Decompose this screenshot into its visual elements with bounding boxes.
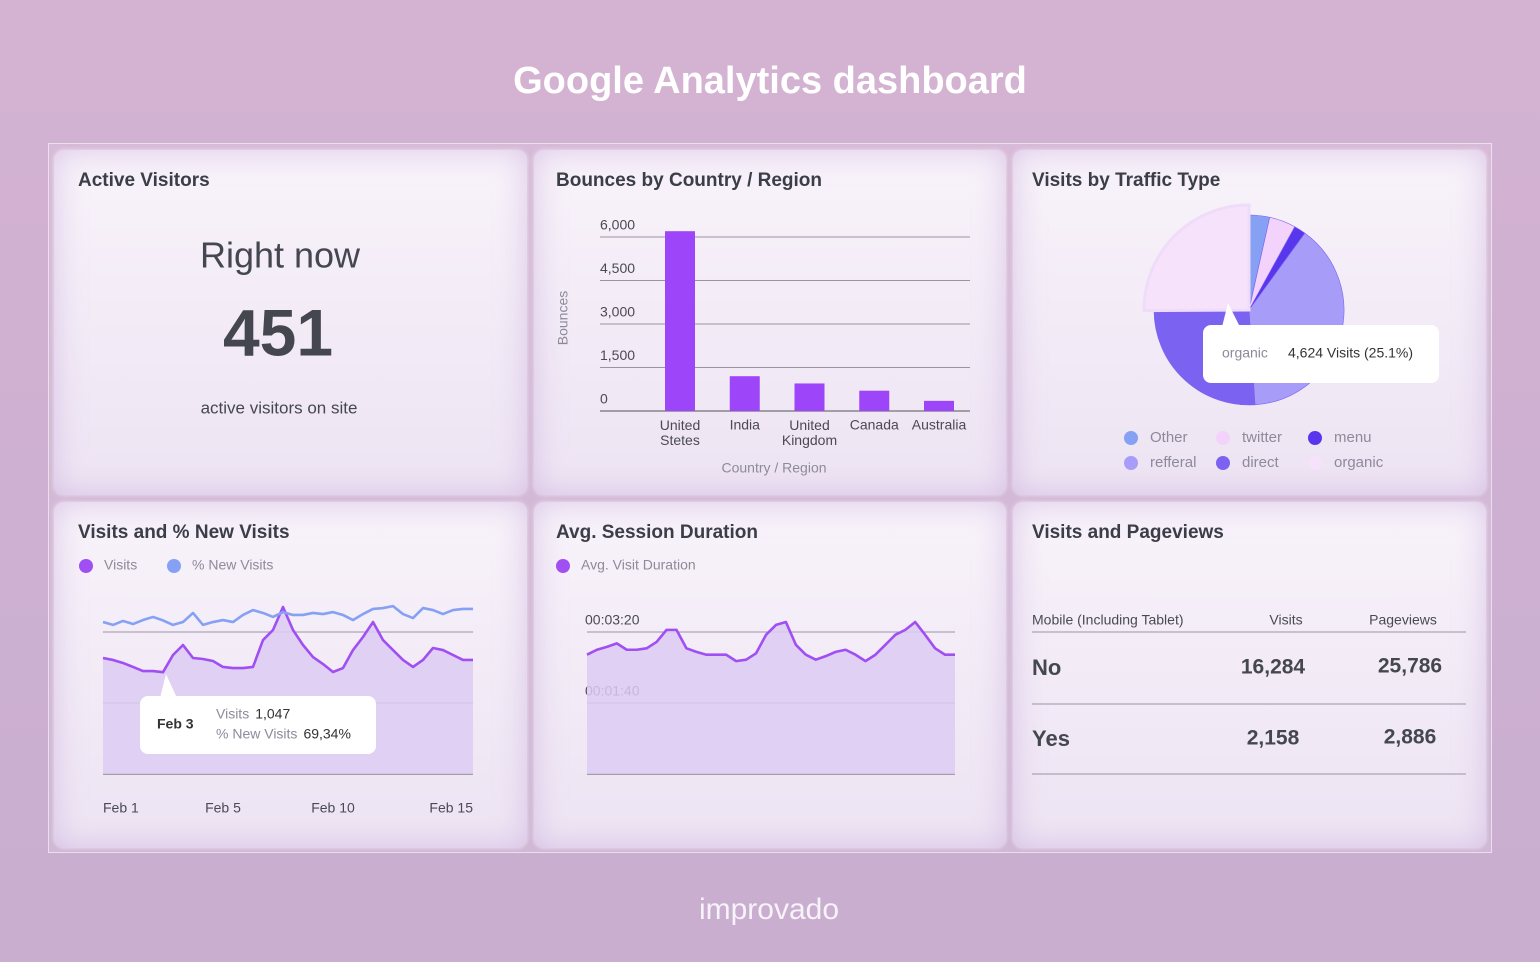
x-tick-label: Feb 10 [311,800,355,816]
big-number: 451 [223,295,333,369]
tooltip-date: Feb 3 [157,716,194,732]
y-axis-label: Bounces [555,291,571,345]
table-cell: 2,158 [1247,727,1300,750]
x-tick-label: Feb 15 [429,800,473,816]
legend-marker [1124,456,1138,470]
table-header: Mobile (Including Tablet) [1032,612,1184,628]
pie-slice [1142,203,1251,313]
bar [665,231,695,411]
legend-label: refferal [1150,454,1196,471]
card [54,150,527,495]
card-title: Visits and Pageviews [1032,522,1224,543]
tooltip-value: 69,34% [303,726,350,742]
bar [924,400,954,411]
legend-marker [1308,456,1322,470]
card [1013,502,1486,848]
heading: Right now [200,235,361,276]
legend-label: menu [1334,429,1372,446]
legend-label: Other [1150,429,1188,446]
caption: active visitors on site [201,398,358,417]
legend-marker [1216,456,1230,470]
tooltip-label: Visits [216,706,249,722]
legend-label: Visits [104,557,137,573]
y-tick-label: 1,500 [600,347,635,363]
legend-label: organic [1334,454,1384,471]
tooltip-label: organic [1222,345,1268,361]
x-tick-label: India [730,417,761,433]
tooltip-pointer [1222,303,1240,327]
card [534,150,1006,495]
bar [794,383,825,411]
card-title: Active Visitors [78,170,210,191]
tooltip-pointer [160,674,177,698]
tooltip-box [140,696,376,754]
table-header: Visits [1269,612,1302,628]
legend-marker [167,559,181,573]
x-tick-label: Feb 5 [205,800,241,816]
x-tick-label: Canada [850,417,899,433]
legend-label: direct [1242,454,1280,471]
tooltip-label: % New Visits [216,726,297,742]
line [586,620,955,663]
y-tick-label: 0 [600,391,608,407]
card-title: Visits by Traffic Type [1032,170,1220,191]
card-title: Avg. Session Duration [556,522,758,543]
tooltip-box [1203,325,1439,383]
legend-marker [1308,431,1322,445]
table-cell: 25,786 [1378,655,1442,678]
line [102,604,473,627]
table-cell: Yes [1032,726,1070,751]
page-title: Google Analytics dashboard [513,60,1027,102]
legend-label: twitter [1242,429,1282,446]
table-cell: 2,886 [1384,726,1437,749]
x-axis-label: Country / Region [721,460,826,476]
x-tick-label: Australia [912,417,967,433]
legend-marker [1124,431,1138,445]
y-tick-label: 3,000 [600,304,635,320]
table-cell: No [1032,655,1061,680]
legend-marker [1216,431,1230,445]
x-tick-label: United Stetes [660,417,700,448]
y-tick-label: 4,500 [600,260,635,276]
y-tick-label: 00:03:20 [585,612,640,628]
legend-marker [79,559,93,573]
table-cell: 16,284 [1241,656,1306,679]
footer-logo: improvado [699,893,839,926]
area [587,622,955,774]
card-title: Visits and % New Visits [78,522,290,543]
line [102,605,473,674]
bar [859,390,890,411]
legend-label: Avg. Visit Duration [581,557,696,573]
y-tick-label: 6,000 [600,217,635,233]
bar [729,376,760,411]
tooltip-value: 1,047 [255,706,290,722]
tooltip-text: 4,624 Visits (25.1%) [1288,345,1413,361]
x-tick-label: United Kingdom [782,417,837,448]
legend-marker [556,559,570,573]
legend-label: % New Visits [192,557,273,573]
x-tick-label: Feb 1 [103,800,139,816]
card-title: Bounces by Country / Region [556,170,822,191]
table-header: Pageviews [1369,612,1437,628]
